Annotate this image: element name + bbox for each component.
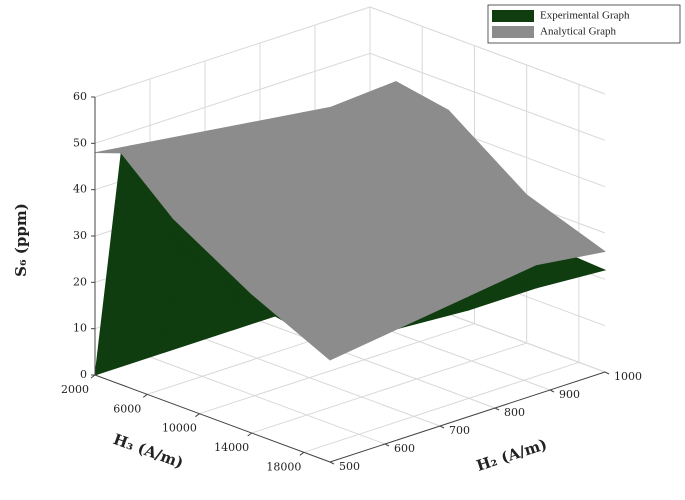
z-tick-label: 50	[73, 136, 87, 149]
legend-label: Analytical Graph	[540, 26, 617, 38]
y-axis-label: H₂ (A/m)	[474, 435, 549, 475]
x-tick	[90, 374, 96, 379]
grid-line	[94, 52, 371, 144]
z-tick-label: 40	[73, 183, 87, 196]
grid-line	[199, 323, 475, 415]
grid-line	[369, 6, 606, 95]
legend-label: Experimental Graph	[540, 10, 630, 22]
x-tick	[195, 413, 200, 418]
legend-swatch	[492, 26, 534, 38]
y-tick-label: 1000	[614, 370, 642, 383]
y-tick-label: 500	[339, 460, 360, 473]
y-tick-label: 600	[394, 442, 415, 455]
z-tick-label: 20	[73, 275, 87, 288]
x-tick	[247, 432, 252, 437]
grid-line	[303, 361, 580, 453]
y-tick	[494, 407, 500, 411]
z-tick-label: 30	[73, 229, 87, 242]
legend: Experimental Graph Analytical Graph	[487, 4, 681, 44]
y-tick	[329, 461, 335, 465]
surfaces	[94, 81, 607, 376]
x-tick-label: 10000	[162, 422, 197, 435]
grid-line	[94, 6, 371, 98]
grid-line	[369, 52, 606, 141]
grid-line	[204, 338, 441, 427]
z-tick-label: 0	[80, 368, 87, 381]
y-tick	[439, 425, 445, 429]
y-tick	[604, 371, 610, 375]
x-axis-label: H₃ (A/m)	[111, 430, 186, 472]
x-tick-label: 14000	[214, 441, 249, 454]
x-tick-label: 6000	[113, 402, 141, 415]
ticks: 0 10 20 30 40 50 60 2000 6000 10000 14000 18000 500 6…	[61, 90, 642, 473]
legend-swatch	[492, 10, 534, 22]
axis-line	[94, 374, 331, 463]
x-tick-label: 2000	[61, 383, 89, 396]
z-tick-label: 10	[73, 322, 87, 335]
x-tick	[299, 451, 305, 456]
x-tick-label: 18000	[266, 460, 301, 473]
grid-line	[259, 320, 496, 409]
y-tick-label: 800	[504, 406, 525, 419]
grid-line	[149, 356, 386, 445]
surface-patch	[250, 271, 400, 361]
axis-line	[329, 371, 606, 463]
x-tick	[142, 393, 148, 398]
y-tick-label: 900	[559, 388, 580, 401]
y-tick	[549, 389, 555, 393]
z-axis-label: S₆ (ppm)	[12, 203, 30, 277]
y-tick	[384, 443, 390, 447]
grid-line	[251, 342, 527, 434]
z-tick-label: 60	[73, 90, 87, 103]
y-tick-label: 700	[449, 424, 470, 437]
